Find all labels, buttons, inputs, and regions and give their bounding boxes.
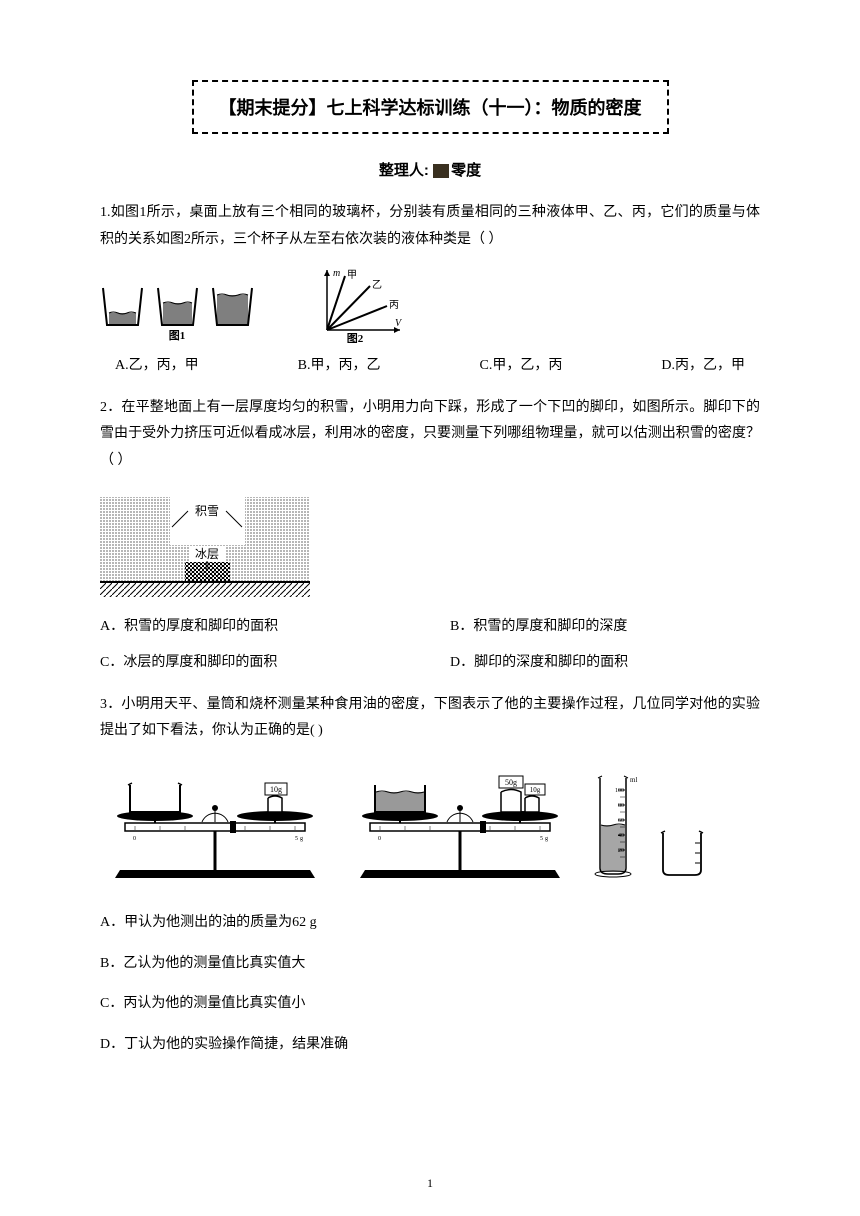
fig1-label: 图1 [169, 329, 186, 342]
q2-optA: A．积雪的厚度和脚印的面积 [100, 614, 410, 641]
q3-text: 3．小明用天平、量筒和烧杯测量某种食用油的密度，下图表示了他的主要操作过程，几位… [100, 692, 760, 745]
q2-optC: C．冰层的厚度和脚印的面积 [100, 650, 410, 677]
compiler-line: 整理人: 零度 [100, 159, 760, 180]
svg-text:g: g [545, 836, 548, 842]
balance-2-figure: 0 5g 50g 10g [345, 770, 575, 880]
svg-text:60: 60 [618, 818, 624, 824]
q1-graph-figure: m V 甲 乙 丙 图2 [315, 268, 410, 343]
compiler-icon [433, 164, 449, 178]
svg-text:5: 5 [295, 836, 298, 842]
svg-text:图2: 图2 [347, 332, 364, 343]
svg-text:10g: 10g [530, 786, 541, 794]
q1-cups-figure: 图1 [100, 283, 255, 343]
svg-text:5: 5 [540, 836, 543, 842]
svg-text:0: 0 [133, 836, 136, 842]
svg-text:ml: ml [630, 776, 637, 784]
graduated-cylinder-figure: 100 80 60 40 20 ml [590, 770, 640, 880]
svg-text:10g: 10g [270, 785, 282, 794]
q1-optD: D.丙，乙，甲 [661, 353, 745, 380]
q3-optB: B．乙认为他的测量值比真实值大 [100, 951, 760, 978]
q2-optB: B．积雪的厚度和脚印的深度 [450, 614, 760, 641]
q3-optA: A．甲认为他测出的油的质量为62 g [100, 910, 760, 937]
svg-text:40: 40 [618, 833, 624, 839]
compiler-prefix: 整理人: [379, 162, 429, 179]
balance-1-figure: 0 5g 10g [100, 770, 330, 880]
svg-text:80: 80 [618, 803, 624, 809]
svg-text:冰层: 冰层 [195, 547, 219, 561]
q1-text: 1.如图1所示，桌面上放有三个相同的玻璃杯，分别装有质量相同的三种液体甲、乙、丙… [100, 200, 760, 253]
q3-figures: 05g 10g 05g [100, 770, 760, 880]
q3-options: A．甲认为他测出的油的质量为62 g B．乙认为他的测量值比真实值大 C．丙认为… [100, 910, 760, 1058]
q2-text: 2．在平整地面上有一层厚度均匀的积雪，小明用力向下踩，形成了一个下凹的脚印，如图… [100, 395, 760, 475]
q2-options: A．积雪的厚度和脚印的面积 B．积雪的厚度和脚印的深度 C．冰层的厚度和脚印的面… [100, 614, 760, 677]
q2-optD: D．脚印的深度和脚印的面积 [450, 650, 760, 677]
svg-text:20: 20 [618, 848, 624, 854]
svg-text:0: 0 [378, 836, 381, 842]
question-1: 1.如图1所示，桌面上放有三个相同的玻璃杯，分别装有质量相同的三种液体甲、乙、丙… [100, 200, 760, 380]
q3-optD: D．丁认为他的实验操作简捷，结果准确 [100, 1032, 760, 1059]
svg-text:乙: 乙 [372, 279, 382, 291]
question-3: 3．小明用天平、量筒和烧杯测量某种食用油的密度，下图表示了他的主要操作过程，几位… [100, 692, 760, 1059]
q2-snow-figure: 积雪 冰层 [100, 487, 310, 602]
compiler-name: 零度 [451, 162, 481, 179]
svg-text:g: g [300, 836, 303, 842]
svg-text:50g: 50g [505, 778, 517, 787]
title-box: 【期末提分】七上科学达标训练（十一）：物质的密度 [192, 80, 669, 134]
q3-optC: C．丙认为他的测量值比真实值小 [100, 991, 760, 1018]
q1-optA: A.乙，丙，甲 [115, 353, 199, 380]
svg-text:积雪: 积雪 [195, 504, 219, 518]
q1-optB: B.甲，丙，乙 [298, 353, 381, 380]
page-number: 1 [0, 1176, 860, 1191]
svg-text:丙: 丙 [389, 300, 399, 311]
svg-text:m: m [333, 268, 340, 279]
small-beaker-figure [655, 825, 710, 880]
q1-figures: 图1 m V 甲 乙 丙 图2 [100, 268, 760, 343]
svg-text:甲: 甲 [347, 270, 357, 281]
svg-text:V: V [395, 318, 403, 329]
q1-options: A.乙，丙，甲 B.甲，丙，乙 C.甲，乙，丙 D.丙，乙，甲 [100, 353, 760, 380]
svg-text:100: 100 [615, 788, 624, 794]
question-2: 2．在平整地面上有一层厚度均匀的积雪，小明用力向下踩，形成了一个下凹的脚印，如图… [100, 395, 760, 677]
q1-optC: C.甲，乙，丙 [480, 353, 563, 380]
page-title: 【期末提分】七上科学达标训练（十一）：物质的密度 [219, 98, 642, 118]
